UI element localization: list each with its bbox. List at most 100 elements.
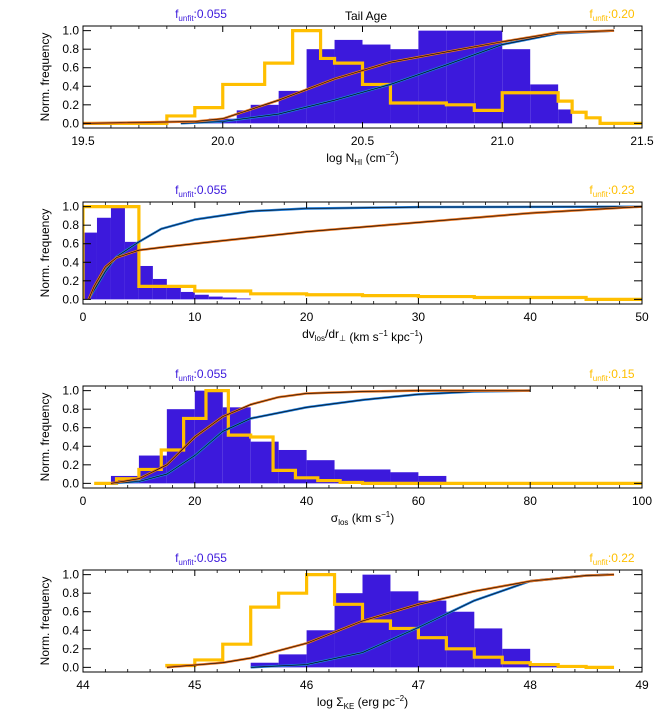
funfit-right-label: funfit:0.15 — [589, 367, 634, 383]
filled-bar — [208, 296, 223, 300]
filled-bar — [96, 217, 111, 300]
filled-bar — [362, 469, 391, 484]
filled-bar — [124, 241, 139, 300]
filled-bar — [530, 84, 559, 124]
funfit-right-label: funfit:0.20 — [589, 7, 634, 23]
y-tick-label: 0.8 — [62, 586, 79, 600]
x-axis-label: log ΣKE (erg pc−2) — [317, 694, 408, 711]
plot-area — [94, 389, 642, 485]
filled-bar — [180, 291, 195, 300]
y-tick-label: 1.0 — [62, 568, 79, 582]
filled-bar — [418, 600, 447, 668]
x-tick-label: 0 — [80, 494, 87, 508]
filled-bar — [390, 472, 419, 484]
x-tick-label: 50 — [635, 310, 649, 324]
x-axis-label: dvlos/dr⊥ (km s−1 kpc−1) — [302, 327, 423, 344]
x-tick-label: 44 — [76, 678, 90, 692]
y-tick-label: 0.2 — [62, 274, 79, 288]
cdf-orange-line-core — [83, 30, 615, 124]
plot-area — [83, 205, 642, 301]
y-tick-label: 0.8 — [62, 402, 79, 416]
filled-bar — [502, 49, 531, 124]
y-tick-label: 0.2 — [62, 98, 79, 112]
x-tick-label: 19.5 — [71, 134, 95, 148]
y-axis-label: Norm. frequency — [38, 33, 52, 122]
panel-4: 44 45 46 47 48 49 0.0 0.2 0.4 0.6 0.8 1.0 Norm. freq… — [38, 551, 649, 711]
plot-area — [165, 573, 615, 669]
x-tick-label: 21.5 — [630, 134, 654, 148]
cdf-blue-line-core — [110, 390, 531, 484]
y-tick-label: 0.8 — [62, 42, 79, 56]
x-tick-label: 46 — [300, 678, 314, 692]
panel-3: 0 20 40 60 80 100 0.0 0.2 0.4 0.6 0.8 1.0 Norm. freq… — [38, 367, 652, 527]
y-tick-label: 1.0 — [62, 384, 79, 398]
filled-bar — [474, 628, 503, 668]
y-tick-label: 0.2 — [62, 458, 79, 472]
y-tick-label: 1.0 — [62, 24, 79, 38]
x-tick-label: 45 — [188, 678, 202, 692]
x-tick-label: 20.5 — [351, 134, 375, 148]
axes-frame — [82, 201, 643, 305]
x-tick-label: 40 — [524, 310, 538, 324]
x-tick-label: 60 — [412, 494, 426, 508]
filled-bar — [250, 662, 279, 668]
y-axis-label: Norm. frequency — [38, 393, 52, 482]
y-tick-label: 0.2 — [62, 642, 79, 656]
y-tick-label: 0.4 — [62, 623, 79, 637]
filled-bar — [446, 611, 475, 668]
funfit-left-label: funfit:0.055 — [175, 7, 227, 23]
x-tick-label: 48 — [524, 678, 538, 692]
panel-1: 19.5 20.0 20.5 21.0 21.5 0.0 0.2 0.4 0.6 0.8 1.0 No… — [38, 7, 654, 167]
funfit-left-label: funfit:0.055 — [175, 551, 227, 567]
x-tick-label: 21.0 — [491, 134, 515, 148]
y-tick-label: 0.0 — [62, 116, 79, 130]
plot-area — [83, 29, 642, 125]
cdf-orange-line-core — [110, 390, 531, 484]
y-tick-label: 0.6 — [62, 605, 79, 619]
step-histogram-line — [165, 573, 615, 669]
y-tick-label: 0.6 — [62, 61, 79, 75]
filled-bar — [83, 232, 97, 300]
filled-bar — [222, 297, 237, 300]
panel-2: 0 10 20 30 40 50 0.0 0.2 0.4 0.6 0.8 1.0 Norm. frequ… — [38, 183, 649, 344]
x-tick-label: 100 — [632, 494, 652, 508]
y-tick-label: 0.8 — [62, 218, 79, 232]
cdf-orange-line-core — [88, 206, 642, 300]
x-tick-label: 47 — [412, 678, 426, 692]
y-tick-label: 0.4 — [62, 439, 79, 453]
funfit-left-label: funfit:0.055 — [175, 367, 227, 383]
filled-bar — [306, 49, 335, 124]
y-tick-label: 0.4 — [62, 255, 79, 269]
axes-frame — [82, 385, 643, 489]
axes-frame — [82, 569, 643, 673]
x-tick-label: 40 — [300, 494, 314, 508]
y-tick-label: 1.0 — [62, 200, 79, 214]
x-tick-label: 20.0 — [211, 134, 235, 148]
filled-bar — [194, 390, 223, 484]
funfit-left-label: funfit:0.055 — [175, 183, 227, 199]
y-tick-label: 0.0 — [62, 292, 79, 306]
filled-bar — [110, 206, 125, 300]
figure-title: Tail Age — [345, 9, 387, 23]
y-tick-label: 0.0 — [62, 660, 79, 674]
funfit-right-label: funfit:0.23 — [589, 183, 634, 199]
filled-bar — [166, 287, 181, 300]
filled-bar — [334, 39, 363, 124]
y-tick-label: 0.0 — [62, 476, 79, 490]
step-histogram-line — [94, 389, 642, 485]
x-tick-label: 30 — [412, 310, 426, 324]
filled-bar — [558, 109, 573, 124]
x-tick-label: 80 — [524, 494, 538, 508]
filled-bar — [236, 298, 251, 300]
filled-bar — [138, 265, 153, 300]
funfit-right-label: funfit:0.22 — [589, 551, 634, 567]
filled-bar — [152, 278, 167, 300]
x-axis-label: σlos (km s−1) — [331, 510, 394, 527]
y-tick-label: 0.4 — [62, 79, 79, 93]
y-tick-label: 0.6 — [62, 237, 79, 251]
panels: 19.5 20.0 20.5 21.0 21.5 0.0 0.2 0.4 0.6 0.8 1.0 No… — [38, 7, 654, 711]
x-tick-label: 20 — [300, 310, 314, 324]
cdf-blue-line-core — [88, 206, 642, 300]
filled-bar — [502, 648, 531, 668]
